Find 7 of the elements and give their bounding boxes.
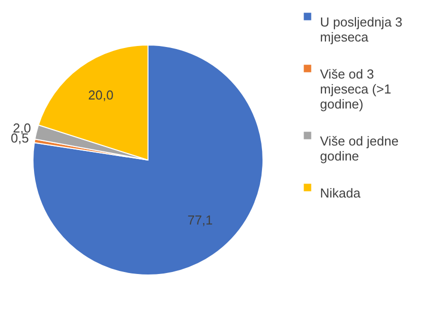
legend-label: Više od 3 mjeseca (>1 godine): [320, 66, 392, 112]
pie-slice: [32, 44, 264, 276]
data-label: 77,1: [187, 212, 213, 228]
data-label: 20,0: [88, 87, 114, 102]
legend-label: Nikada: [320, 186, 362, 200]
legend-label: U posljednja 3 mjeseca: [320, 14, 402, 44]
legend-label: Više od jedne godine: [320, 134, 399, 164]
